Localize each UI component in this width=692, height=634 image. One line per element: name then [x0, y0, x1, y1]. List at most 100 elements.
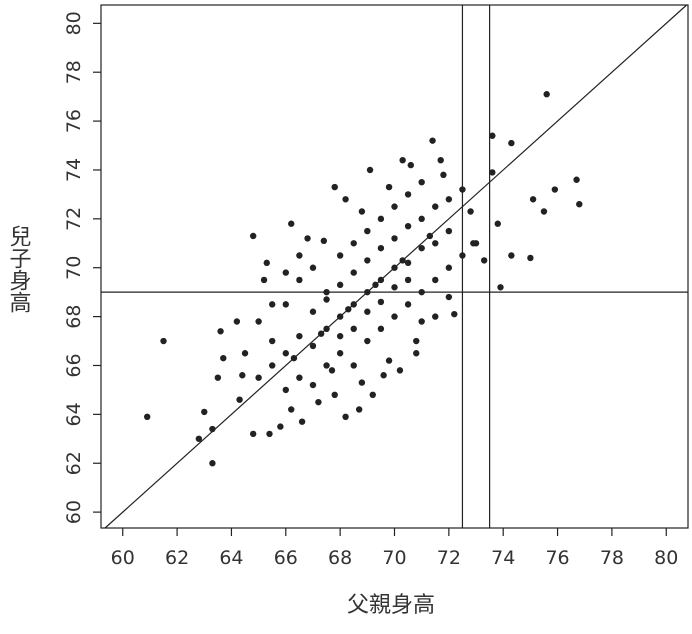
- point: [214, 374, 222, 381]
- point: [364, 337, 371, 345]
- y-tick-label: 72: [63, 207, 85, 231]
- point: [432, 276, 439, 284]
- point: [336, 350, 344, 357]
- point: [366, 166, 374, 174]
- point: [323, 296, 330, 303]
- point: [328, 367, 336, 374]
- point: [143, 413, 151, 421]
- point: [336, 252, 344, 259]
- point: [160, 337, 167, 345]
- y-tick-label: 66: [63, 353, 85, 377]
- y-tick-label: 70: [63, 256, 85, 280]
- point: [459, 186, 466, 193]
- y-tick-label: 64: [63, 402, 85, 426]
- point: [429, 137, 436, 144]
- point: [350, 269, 357, 276]
- point: [543, 91, 550, 98]
- point: [350, 362, 357, 369]
- point: [277, 423, 284, 430]
- point: [445, 264, 453, 271]
- point: [309, 381, 317, 389]
- point: [249, 232, 257, 240]
- point: [480, 257, 488, 264]
- point: [369, 391, 376, 399]
- point: [418, 288, 425, 296]
- point: [317, 330, 325, 337]
- point: [489, 132, 496, 139]
- point: [241, 350, 249, 357]
- point: [377, 276, 385, 284]
- point: [364, 227, 371, 235]
- point: [364, 308, 371, 315]
- point: [377, 215, 385, 223]
- point: [260, 276, 268, 284]
- point: [407, 161, 415, 169]
- x-tick-label: 72: [437, 547, 461, 569]
- point: [288, 406, 295, 413]
- point: [298, 418, 306, 425]
- point: [323, 288, 330, 296]
- point: [315, 398, 322, 406]
- point: [296, 252, 303, 259]
- point: [372, 281, 379, 289]
- x-tick-label: 76: [545, 547, 569, 569]
- point: [364, 288, 371, 296]
- point: [432, 313, 439, 320]
- point: [404, 301, 412, 308]
- point: [391, 313, 398, 320]
- point: [404, 276, 412, 284]
- point: [282, 269, 289, 276]
- x-tick-label: 64: [219, 547, 243, 569]
- point: [201, 408, 208, 416]
- point: [576, 200, 583, 208]
- point: [358, 208, 366, 215]
- point: [451, 310, 458, 318]
- point: [489, 169, 496, 176]
- x-tick-label: 78: [600, 547, 624, 569]
- point: [494, 220, 501, 227]
- point: [296, 276, 303, 284]
- point: [404, 222, 412, 230]
- y-tick-label: 60: [63, 500, 85, 524]
- point: [432, 240, 439, 247]
- point: [445, 196, 453, 203]
- point: [573, 176, 580, 183]
- point: [269, 337, 276, 345]
- x-tick-label: 66: [274, 547, 298, 569]
- point: [364, 257, 371, 264]
- point: [358, 379, 366, 386]
- point: [336, 332, 344, 340]
- y-tick-label: 74: [63, 158, 85, 182]
- y-axis-label: 兒子身高: [6, 225, 32, 313]
- point: [331, 183, 338, 191]
- point: [342, 413, 349, 421]
- point: [440, 171, 447, 179]
- point: [459, 252, 466, 259]
- point: [404, 259, 412, 267]
- point: [445, 227, 453, 235]
- point: [350, 240, 357, 247]
- point: [209, 460, 216, 467]
- point: [323, 362, 330, 369]
- x-tick-label: 60: [111, 547, 135, 569]
- point: [350, 325, 357, 333]
- point: [380, 372, 387, 379]
- point: [309, 264, 317, 271]
- point: [255, 374, 262, 381]
- x-tick-label: 62: [165, 547, 189, 569]
- x-tick-label: 80: [654, 547, 678, 569]
- point: [418, 318, 425, 325]
- point: [282, 386, 289, 394]
- point: [331, 391, 338, 399]
- point: [296, 332, 303, 340]
- point: [336, 313, 344, 320]
- point: [282, 301, 289, 308]
- point: [320, 237, 328, 245]
- point: [233, 318, 241, 325]
- point: [296, 374, 303, 381]
- point: [336, 281, 344, 289]
- point: [342, 196, 349, 203]
- point: [304, 235, 311, 242]
